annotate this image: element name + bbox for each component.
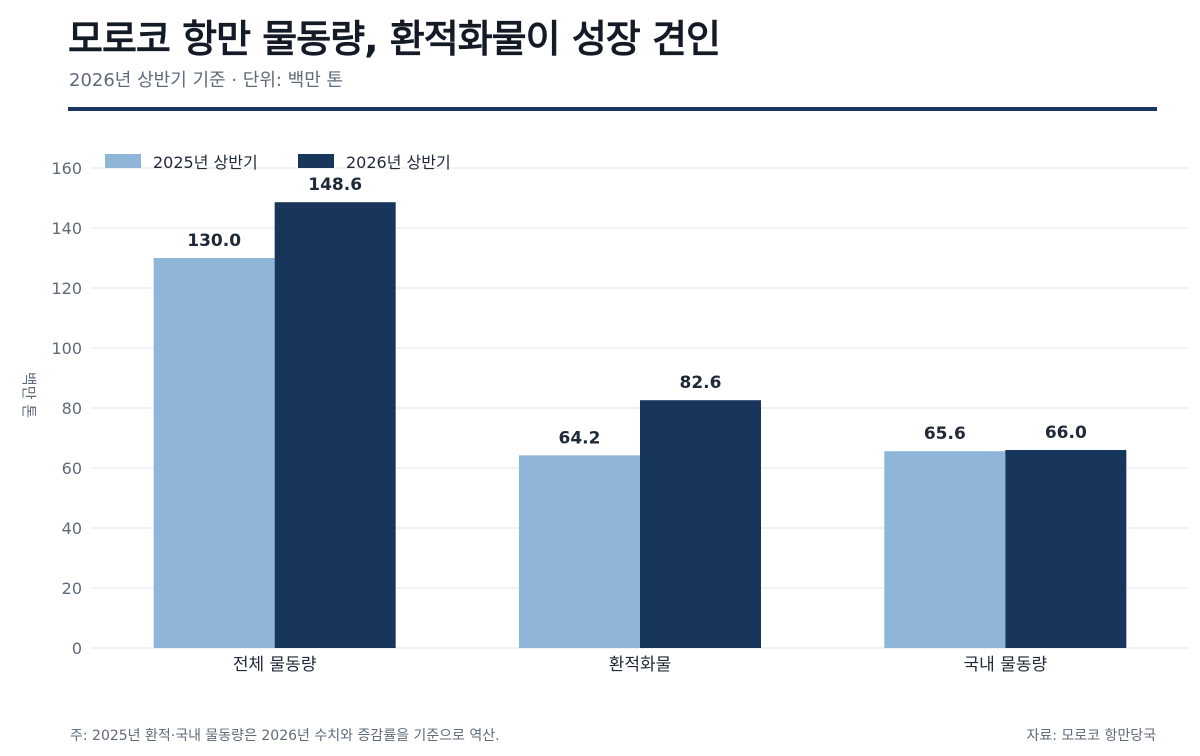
y-tick-label: 20 xyxy=(62,579,82,598)
title-divider xyxy=(68,107,1157,111)
bar-2026 xyxy=(640,400,761,648)
bar-value-label: 148.6 xyxy=(308,175,362,195)
y-tick-label: 140 xyxy=(51,219,82,238)
y-tick-label: 120 xyxy=(51,279,82,298)
y-tick-label: 100 xyxy=(51,339,82,358)
bar-value-label: 82.6 xyxy=(680,373,722,393)
y-tick-label: 160 xyxy=(51,159,82,178)
bar-value-label: 130.0 xyxy=(187,231,241,251)
bar-2025 xyxy=(519,455,640,648)
bar-2025 xyxy=(884,451,1006,648)
bar-value-label: 66.0 xyxy=(1045,423,1087,443)
bar-value-label: 65.6 xyxy=(924,424,966,444)
x-tick-label: 국내 물동량 xyxy=(964,655,1048,675)
chart-subtitle: 2026년 상반기 기준 · 단위: 백만 톤 xyxy=(69,70,344,91)
x-tick-label: 전체 물동량 xyxy=(233,655,317,675)
footnote: 주: 2025년 환적·국내 물동량은 2026년 수치와 증감률을 기준으로 … xyxy=(70,728,500,744)
y-tick-label: 60 xyxy=(62,459,82,478)
legend-label: 2026년 상반기 xyxy=(346,153,451,172)
bar-2026 xyxy=(1005,450,1127,648)
bar-2025 xyxy=(153,258,275,648)
bar-2026 xyxy=(274,202,396,648)
legend-swatch xyxy=(105,154,141,168)
bar-value-label: 64.2 xyxy=(559,428,601,448)
source-note: 자료: 모로코 항만당국 xyxy=(1026,728,1156,744)
chart-title: 모로코 항만 물동량, 환적화물이 성장 견인 xyxy=(68,17,721,61)
y-axis-label: 백만 톤 xyxy=(20,372,38,418)
legend-label: 2025년 상반기 xyxy=(153,153,258,172)
y-tick-label: 0 xyxy=(72,639,82,658)
y-tick-label: 40 xyxy=(62,519,82,538)
legend-swatch xyxy=(298,154,334,168)
x-tick-label: 환적화물 xyxy=(609,655,672,675)
y-tick-label: 80 xyxy=(62,399,82,418)
